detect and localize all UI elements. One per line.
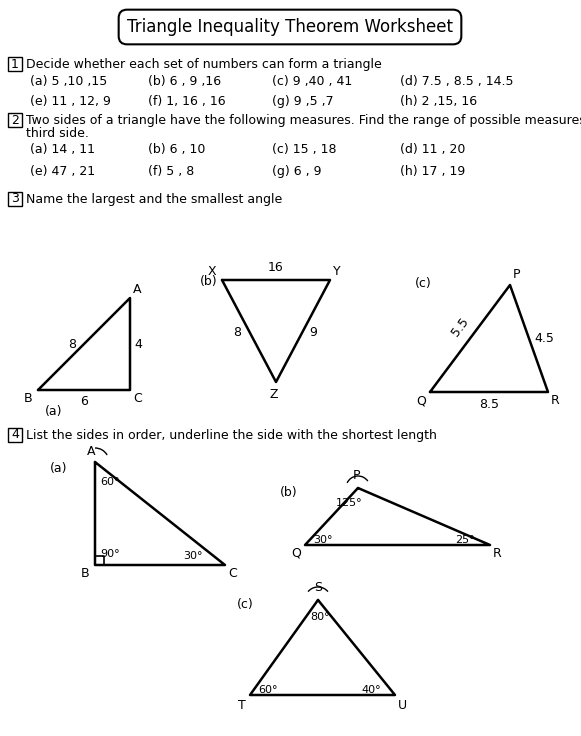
Text: (c) 9 ,40 , 41: (c) 9 ,40 , 41: [272, 75, 352, 88]
Text: (c): (c): [237, 598, 254, 611]
Text: 6: 6: [80, 395, 88, 408]
Text: 8.5: 8.5: [479, 398, 499, 411]
FancyBboxPatch shape: [8, 113, 22, 127]
Text: 2: 2: [11, 113, 19, 127]
Text: 30°: 30°: [313, 535, 332, 545]
Text: Triangle Inequality Theorem Worksheet: Triangle Inequality Theorem Worksheet: [127, 18, 453, 36]
Text: (b) 6 , 9 ,16: (b) 6 , 9 ,16: [148, 75, 221, 88]
Text: 8: 8: [233, 327, 241, 339]
Text: 5.5: 5.5: [449, 315, 471, 339]
Text: R: R: [493, 547, 502, 560]
Text: (c): (c): [415, 277, 432, 290]
Text: 60°: 60°: [100, 477, 120, 487]
Text: (d) 11 , 20: (d) 11 , 20: [400, 143, 465, 156]
Text: 8: 8: [68, 338, 76, 350]
Text: A: A: [133, 283, 142, 296]
Text: C: C: [228, 567, 236, 580]
Text: 4.5: 4.5: [534, 332, 554, 345]
Text: 9: 9: [309, 327, 317, 339]
Text: (g) 6 , 9: (g) 6 , 9: [272, 165, 321, 178]
Text: (a) 5 ,10 ,15: (a) 5 ,10 ,15: [30, 75, 107, 88]
Text: R: R: [551, 394, 560, 407]
Text: (b): (b): [280, 486, 297, 499]
Text: B: B: [81, 567, 89, 580]
Text: T: T: [238, 699, 246, 712]
Text: (b): (b): [200, 275, 218, 288]
Text: 16: 16: [268, 261, 284, 274]
Text: 80°: 80°: [310, 612, 329, 622]
FancyBboxPatch shape: [8, 192, 22, 206]
Text: 1: 1: [11, 57, 19, 71]
Text: Q: Q: [291, 547, 301, 560]
Text: 60°: 60°: [258, 685, 278, 695]
Text: 25°: 25°: [455, 535, 475, 545]
Text: (a) 14 , 11: (a) 14 , 11: [30, 143, 95, 156]
FancyBboxPatch shape: [8, 428, 22, 442]
Text: Decide whether each set of numbers can form a triangle: Decide whether each set of numbers can f…: [26, 58, 382, 71]
Text: 3: 3: [11, 193, 19, 205]
Text: 4: 4: [11, 428, 19, 442]
Text: Name the largest and the smallest angle: Name the largest and the smallest angle: [26, 193, 282, 206]
Text: (f) 5 , 8: (f) 5 , 8: [148, 165, 194, 178]
Text: (b) 6 , 10: (b) 6 , 10: [148, 143, 205, 156]
Text: (a): (a): [45, 405, 63, 418]
Text: Two sides of a triangle have the following measures. Find the range of possible : Two sides of a triangle have the followi…: [26, 114, 581, 127]
Text: (d) 7.5 , 8.5 , 14.5: (d) 7.5 , 8.5 , 14.5: [400, 75, 514, 88]
Text: 90°: 90°: [100, 549, 120, 559]
Text: B: B: [24, 392, 33, 405]
Text: (f) 1, 16 , 16: (f) 1, 16 , 16: [148, 95, 225, 108]
Text: U: U: [398, 699, 407, 712]
Text: 30°: 30°: [183, 551, 203, 561]
Text: S: S: [314, 581, 322, 594]
Text: 40°: 40°: [361, 685, 381, 695]
Text: (g) 9 ,5 ,7: (g) 9 ,5 ,7: [272, 95, 333, 108]
Text: 4: 4: [134, 338, 142, 350]
Text: (h) 2 ,15, 16: (h) 2 ,15, 16: [400, 95, 477, 108]
FancyBboxPatch shape: [8, 57, 22, 71]
Text: (c) 15 , 18: (c) 15 , 18: [272, 143, 336, 156]
Text: X: X: [208, 265, 217, 278]
Text: (a): (a): [50, 462, 67, 475]
Text: (e) 47 , 21: (e) 47 , 21: [30, 165, 95, 178]
Text: Q: Q: [416, 394, 426, 407]
Text: C: C: [133, 392, 142, 405]
Text: List the sides in order, underline the side with the shortest length: List the sides in order, underline the s…: [26, 429, 437, 442]
Text: A: A: [87, 445, 95, 458]
Text: P: P: [513, 268, 521, 281]
Text: Y: Y: [333, 265, 340, 278]
Text: (h) 17 , 19: (h) 17 , 19: [400, 165, 465, 178]
Text: third side.: third side.: [26, 127, 89, 140]
Text: Z: Z: [270, 388, 278, 401]
Text: 125°: 125°: [336, 498, 363, 508]
Text: P: P: [352, 469, 360, 482]
Text: (e) 11 , 12, 9: (e) 11 , 12, 9: [30, 95, 111, 108]
